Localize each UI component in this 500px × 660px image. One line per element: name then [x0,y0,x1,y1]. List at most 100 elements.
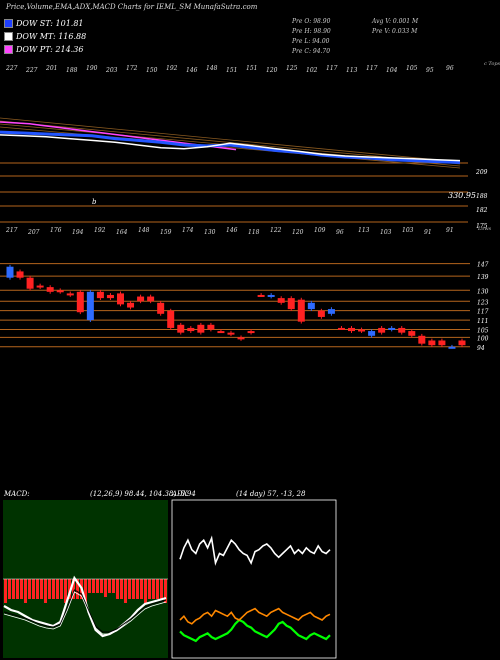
ema-top-tick-label: 104 [386,67,398,74]
macd-histogram-bar [164,579,167,603]
dow-mt-swatch [4,32,13,41]
dow-st-swatch [4,19,13,28]
macd-histogram-bar [104,579,107,597]
price-right-label: 147 [477,262,489,269]
ema-top-tick-label: 148 [206,65,218,72]
macd-histogram-bar [36,579,39,599]
candle-body [408,331,416,336]
macd-histogram-bar [20,579,23,599]
candle-body [96,291,104,299]
ema-top-tick-label: 188 [66,67,78,74]
dow-st-label: DOW ST: 101.81 [16,19,84,28]
price-top-tick-label: 118 [248,229,260,236]
candle-body [348,327,356,332]
price-right-label: 100 [477,335,489,342]
candle-body [317,310,325,317]
macd-histogram-bar [40,579,43,599]
macd-histogram-bar [72,579,75,599]
chart-title: Price,Volume,EMA,ADX,MACD Charts for IEM… [6,3,258,11]
ema-top-tick-label: 201 [45,65,57,72]
candle-body [388,327,396,330]
price-top-tick-label: 103 [380,229,392,236]
macd-histogram-bar [12,579,15,599]
ema-series-line [0,134,461,162]
macd-signal-line [3,589,167,633]
ema-top-tick-label: 151 [246,65,257,72]
ema-series-line [0,130,461,164]
macd-histogram-bar [140,579,143,599]
candle-body [137,296,145,302]
macd-histogram-bar [16,579,19,599]
candle-body [147,296,155,302]
candle-body [16,271,24,278]
macd-histogram-bar [92,579,95,593]
ema-top-tick-label: 113 [346,67,358,74]
candle-body [207,324,215,330]
ema-top-tick-label: 227 [25,67,38,74]
macd-histogram-bar [128,579,131,599]
ema-trendline [0,126,461,169]
candle-body [458,340,466,346]
ema-top-tick-label: 96 [446,65,454,72]
candle-body [368,331,376,336]
macd-histogram-bar [96,579,99,593]
candle-body [438,340,446,346]
price-top-tick-label: 207 [27,229,40,236]
pre-low: Pre L: 94.00 [292,38,330,45]
price-right-label: 117 [477,309,489,316]
ema-right-label: 182 [476,207,488,214]
macd-line [3,575,167,638]
candle-body [277,298,285,303]
ema-top-tick-label: 117 [326,65,338,72]
ema-right-label: 209 [475,169,488,176]
ema-trendline [0,117,461,163]
price-top-tick-label: 194 [72,229,84,236]
candle-body [106,294,114,299]
candle-body [428,340,436,346]
adx-series-line [179,607,331,625]
ema-annotation: b [92,198,97,206]
macd-histogram-bar [124,579,127,603]
pre-close: Pre C: 94.70 [292,48,331,55]
price-top-tick-label: 146 [226,227,238,234]
candle-body [358,329,366,332]
candle-body [177,324,185,333]
macd-histogram-bar [84,579,87,603]
price-top-tick-label: 91 [424,229,432,236]
candle-body [167,310,175,328]
macd-histogram-bar [24,579,27,603]
price-right-label: 139 [477,274,489,281]
macd-histogram-bar [52,579,55,599]
ema-top-tick-label: 192 [166,65,178,72]
macd-histogram-bar [8,579,11,599]
pre-volume: Pre V: 0.033 M [372,28,418,35]
macd-histogram-bar [56,579,59,599]
macd-histogram-bar [144,579,147,603]
price-right-label: 111 [477,318,488,325]
candle-body [307,302,315,310]
price-right-label: 105 [477,328,489,335]
candle-body [86,291,94,321]
price-top-tick-label: 96 [336,229,344,236]
candle-body [36,285,44,288]
price-top-tick-label: 192 [94,227,106,234]
ema-top-tick-label: 190 [86,65,98,72]
dow-mt-label: DOW MT: 116.88 [16,32,87,41]
dow-pt-legend: DOW PT: 214.36 [4,45,83,54]
price-top-tick-label: 120 [292,229,304,236]
ema-top-tick-label: 125 [286,65,298,72]
price-top-tick-label: 176 [50,227,62,234]
candle-body [327,309,335,314]
dow-pt-swatch [4,45,13,54]
price-top-tick-label: 164 [116,229,128,236]
macd-signal-outline [3,591,167,635]
ema-right-label: 188 [476,193,488,200]
candle-body [6,266,14,278]
price-right-label: 94 [477,345,485,352]
candle-body [448,346,456,349]
macd-histogram-bar [120,579,123,599]
ema-top-tick-label: 146 [186,67,198,74]
macd-histogram-bar [100,579,103,593]
macd-histogram-bar [148,579,151,599]
